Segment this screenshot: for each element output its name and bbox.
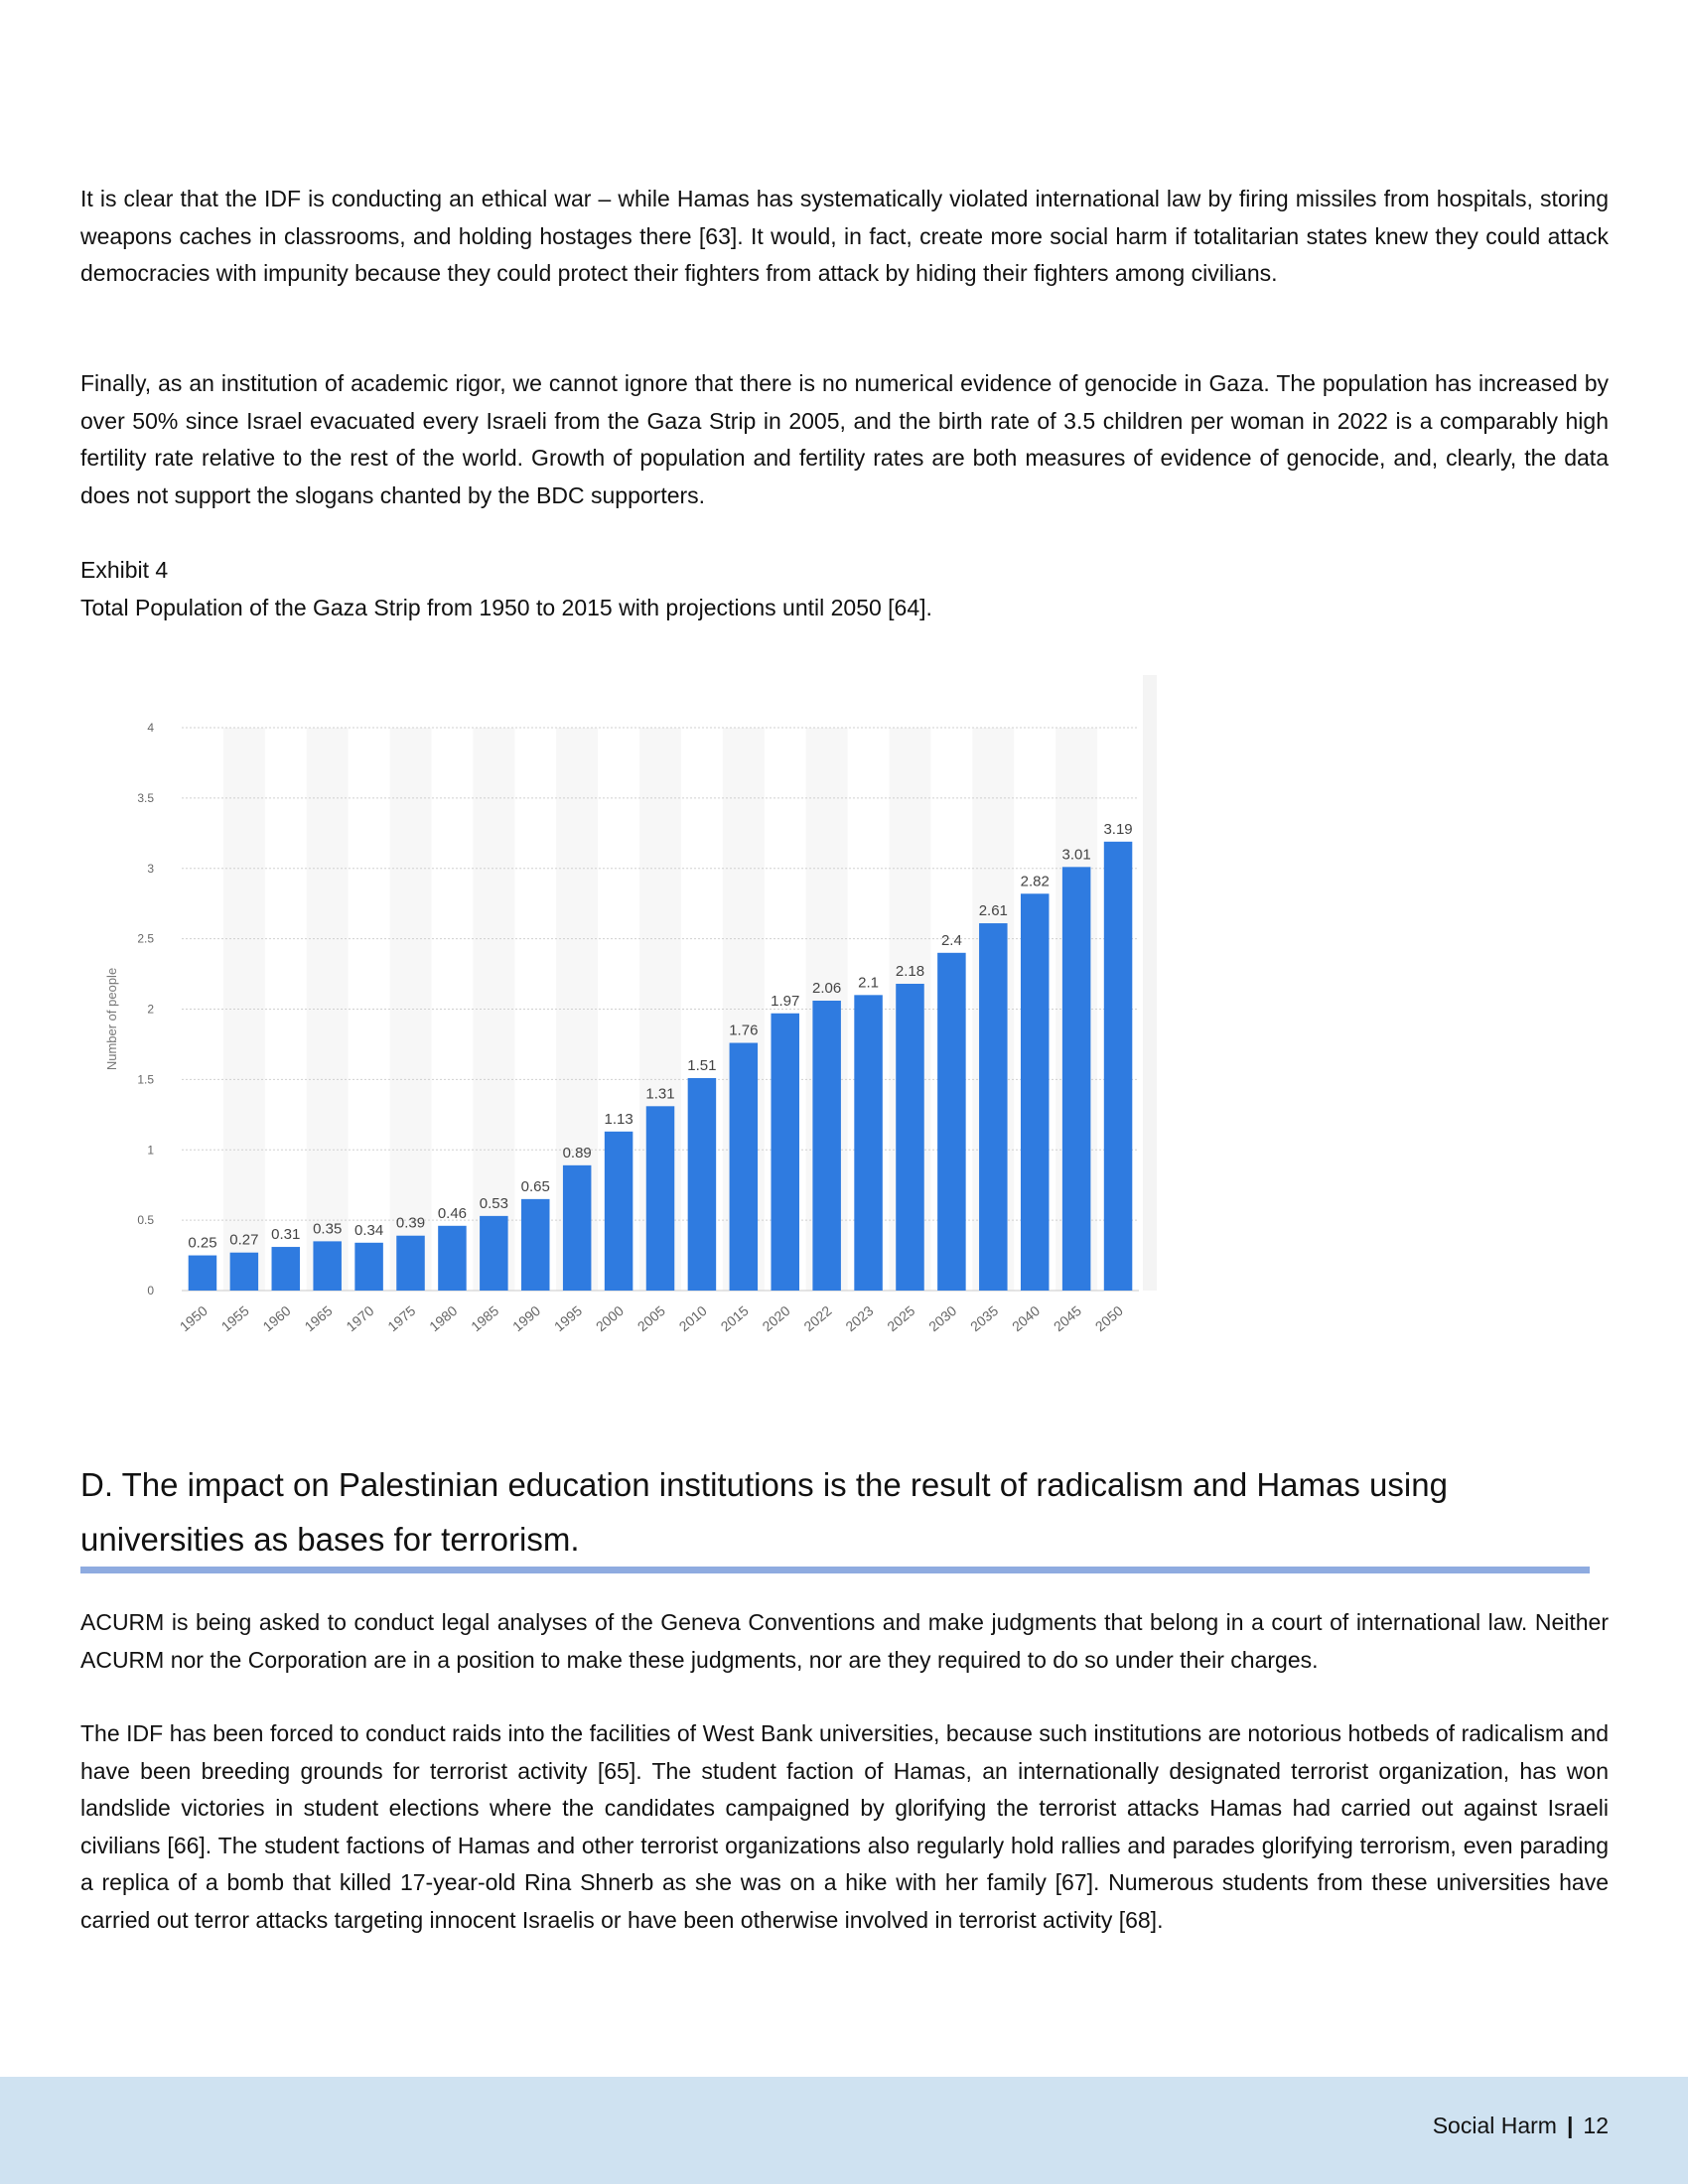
y-axis-label: Number of people <box>104 968 119 1070</box>
bar-1995 <box>562 1164 592 1291</box>
heading-underline <box>80 1567 1590 1573</box>
x-tick-label-2040: 2040 <box>1009 1302 1043 1334</box>
value-label-2035: 2.61 <box>979 902 1008 919</box>
value-label-1965: 0.35 <box>313 1220 342 1237</box>
x-tick-label-2005: 2005 <box>634 1302 668 1334</box>
x-tick-label-1965: 1965 <box>301 1302 335 1334</box>
value-label-1950: 0.25 <box>188 1235 216 1252</box>
x-tick-label-2030: 2030 <box>925 1302 959 1334</box>
x-tick-label-2015: 2015 <box>718 1302 752 1334</box>
x-tick-label-2045: 2045 <box>1051 1302 1084 1334</box>
value-label-2010: 1.51 <box>687 1057 716 1074</box>
bar-1955 <box>229 1252 259 1291</box>
value-label-1990: 0.65 <box>521 1178 550 1195</box>
value-label-1975: 0.39 <box>396 1215 425 1232</box>
footer-separator: | <box>1566 2113 1574 2138</box>
paragraph-idf-raids: The IDF has been forced to conduct raids… <box>80 1720 1609 1933</box>
x-tick-label-2025: 2025 <box>884 1302 917 1334</box>
value-label-2040: 2.82 <box>1021 873 1050 889</box>
value-label-1955: 0.27 <box>229 1232 258 1249</box>
y-tick-label: 2.5 <box>137 932 154 946</box>
bar-2040 <box>1020 893 1050 1291</box>
chart-svg: 0 0.5 1 1.5 2 2.5 3 3.5 4 Number of people 0.25 195… <box>104 675 1157 1334</box>
value-label-2030: 2.4 <box>941 932 962 949</box>
bar-2000 <box>604 1131 633 1291</box>
value-label-1985: 0.53 <box>480 1195 508 1212</box>
value-label-2025: 2.18 <box>896 963 924 980</box>
value-label-2005: 1.31 <box>645 1085 674 1102</box>
bar-1970 <box>354 1242 383 1291</box>
bar-2022 <box>812 1000 841 1291</box>
population-bar-chart: 0 0.5 1 1.5 2 2.5 3 3.5 4 Number of people 0.25 195… <box>94 665 1157 1390</box>
footer-text: Social Harm | 12 <box>1433 2113 1609 2139</box>
bar-1950 <box>188 1255 217 1291</box>
value-label-2000: 1.13 <box>604 1111 633 1128</box>
x-tick-label-1970: 1970 <box>343 1302 376 1334</box>
x-tick-label-1985: 1985 <box>468 1302 501 1334</box>
x-tick-label-1960: 1960 <box>260 1302 294 1334</box>
value-label-2022: 2.06 <box>812 980 841 997</box>
y-tick-label: 2 <box>147 1003 154 1017</box>
chart-edge-shade <box>1143 675 1157 1291</box>
bar-1985 <box>480 1215 508 1291</box>
x-tick-label-1980: 1980 <box>426 1302 460 1334</box>
value-label-2020: 1.97 <box>771 993 799 1010</box>
x-tick-label-2050: 2050 <box>1092 1302 1126 1334</box>
bar-2050 <box>1103 841 1133 1291</box>
bar-1965 <box>313 1241 342 1291</box>
x-tick-label-2010: 2010 <box>676 1302 710 1334</box>
paragraph-ethical-war: It is clear that the IDF is conducting a… <box>80 186 1609 286</box>
bar-2045 <box>1061 867 1091 1291</box>
y-tick-label: 1 <box>147 1143 154 1157</box>
value-label-2050: 3.19 <box>1103 821 1132 838</box>
value-label-2015: 1.76 <box>729 1023 758 1039</box>
bar-2030 <box>937 952 966 1291</box>
x-tick-label-2022: 2022 <box>800 1302 834 1334</box>
y-tick-label: 3 <box>147 862 154 876</box>
bar-2015 <box>729 1042 759 1291</box>
footer-section-title: Social Harm <box>1432 2113 1557 2138</box>
bar-1990 <box>521 1198 550 1291</box>
section-heading: D. The impact on Palestinian education i… <box>80 1466 1448 1558</box>
x-tick-label-1975: 1975 <box>384 1302 418 1334</box>
value-label-1995: 0.89 <box>563 1145 592 1161</box>
y-tick-label: 0 <box>147 1284 154 1297</box>
y-tick-label: 3.5 <box>137 791 154 805</box>
bar-2020 <box>771 1013 799 1291</box>
bar-2025 <box>896 983 924 1291</box>
bar-2010 <box>687 1077 717 1291</box>
exhibit-caption: Total Population of the Gaza Strip from … <box>80 595 932 620</box>
x-tick-label-2000: 2000 <box>593 1302 627 1334</box>
x-tick-label-1950: 1950 <box>177 1302 211 1334</box>
y-tick-label: 1.5 <box>137 1072 154 1086</box>
value-label-2045: 3.01 <box>1062 846 1091 863</box>
value-label-2023: 2.1 <box>858 974 879 991</box>
x-tick-label-2020: 2020 <box>760 1302 793 1334</box>
bar-1975 <box>396 1235 425 1291</box>
y-tick-label: 4 <box>147 721 154 735</box>
page-number: 12 <box>1583 2113 1609 2138</box>
bar-2005 <box>645 1106 675 1291</box>
x-tick-label-1955: 1955 <box>218 1302 252 1334</box>
bar-2035 <box>979 923 1008 1291</box>
page-footer: Social Harm | 12 <box>0 2077 1688 2184</box>
x-tick-label-1995: 1995 <box>551 1302 585 1334</box>
x-tick-label-1990: 1990 <box>509 1302 543 1334</box>
bar-1980 <box>438 1225 467 1291</box>
paragraph-acurm-legal: ACURM is being asked to conduct legal an… <box>80 1609 1609 1673</box>
bar-1960 <box>271 1247 301 1291</box>
value-label-1960: 0.31 <box>271 1226 300 1243</box>
y-tick-label: 0.5 <box>137 1213 154 1227</box>
x-tick-label-2035: 2035 <box>967 1302 1001 1334</box>
bar-2023 <box>854 995 883 1291</box>
x-tick-label-2023: 2023 <box>842 1302 876 1334</box>
value-label-1970: 0.34 <box>354 1222 383 1239</box>
paragraph-population-evidence: Finally, as an institution of academic r… <box>80 370 1609 508</box>
value-label-1980: 0.46 <box>438 1205 467 1222</box>
exhibit-label: Exhibit 4 <box>80 557 169 583</box>
